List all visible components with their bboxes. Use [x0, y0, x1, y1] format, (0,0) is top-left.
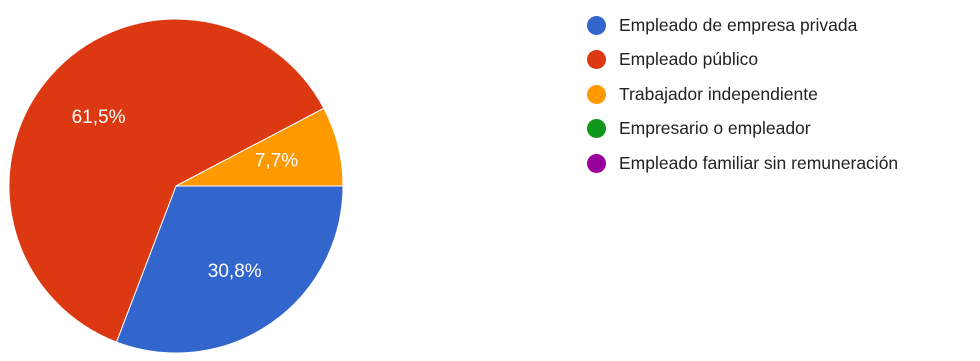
legend-marker — [587, 153, 606, 173]
legend-label: Empleado público — [619, 49, 759, 70]
legend-label: Empleado de empresa privada — [619, 14, 858, 35]
legend-item: Empleado público — [587, 43, 898, 78]
pie-chart: 30,8% 61,5% 7,7% — [8, 18, 344, 354]
legend-item: Empleado de empresa privada — [587, 8, 898, 43]
legend-label: Trabajador independiente — [619, 83, 818, 104]
legend-marker — [587, 15, 606, 35]
legend-marker — [587, 84, 606, 104]
legend-marker — [587, 50, 606, 70]
slice-label: 7,7% — [255, 151, 298, 172]
legend-item: Empresario o empleador — [587, 112, 898, 147]
pie-slice — [175, 107, 344, 187]
legend-item: Trabajador independiente — [587, 77, 898, 112]
pie-slice — [115, 185, 344, 354]
slice-label: 61,5% — [72, 107, 126, 128]
pie-slice — [8, 18, 325, 343]
legend-label: Empresario o empleador — [619, 118, 811, 139]
legend-marker — [587, 119, 606, 139]
legend-label: Empleado familiar sin remuneración — [619, 152, 899, 173]
slice-label: 30,8% — [208, 261, 262, 282]
legend-item: Empleado familiar sin remuneración — [587, 146, 898, 181]
chart-legend: Empleado de empresa privada Empleado públ… — [587, 8, 898, 181]
